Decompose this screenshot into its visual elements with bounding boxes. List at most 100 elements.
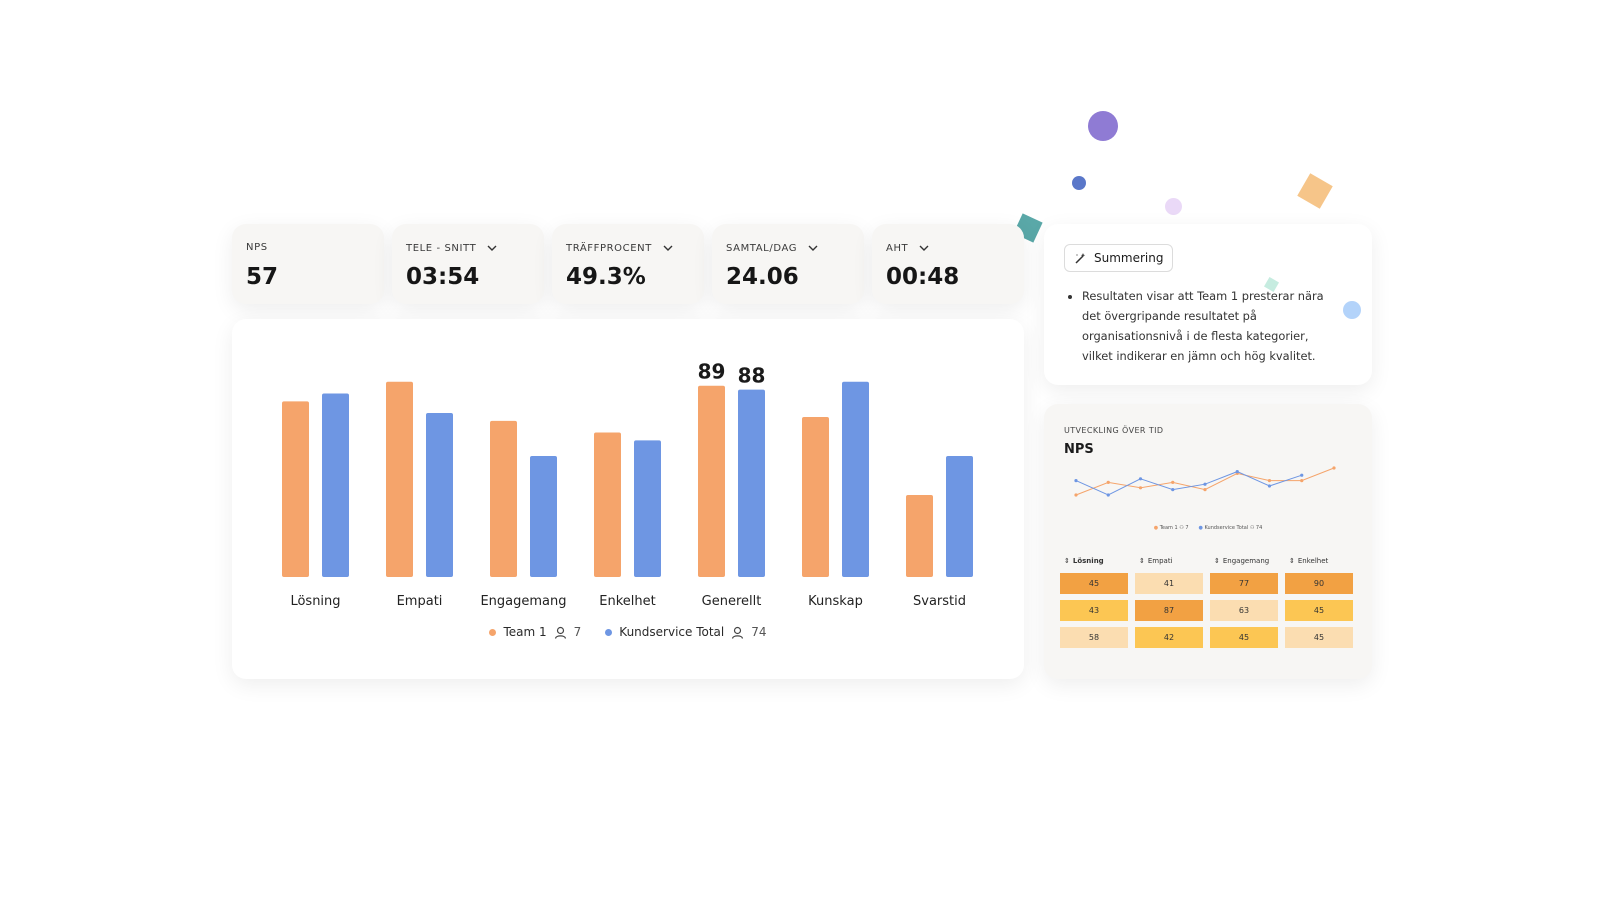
summary-text: Resultaten visar att Team 1 presterar nä… (1072, 286, 1340, 366)
sort-icon: ⇕ (1064, 557, 1070, 565)
trend-legend-total: ● Kundservice Total ⚇ 74 (1198, 525, 1263, 531)
bar-chart-card: Lösning Empati Engagemang Enkelhet 89 88 Gener… (232, 319, 1024, 679)
heatmap-header-enkelhet[interactable]: ⇕ Enkelhet (1289, 557, 1329, 565)
category-label: Lösning (290, 594, 340, 609)
kpi-tele-snitt-card[interactable]: TELE - SNITT 03:54 (392, 224, 544, 304)
magic-wand-icon (1075, 252, 1086, 264)
bar-team1 (906, 495, 933, 577)
bar-total (842, 381, 869, 577)
category-label: Generellt (702, 594, 762, 609)
trend-point (1235, 470, 1239, 474)
heatmap-header-losning[interactable]: ⇕ Lösning (1064, 557, 1104, 565)
trend-card: UTVECKLING ÖVER TID NPS ● Team 1 ⚇ 7 ● K… (1044, 404, 1372, 679)
trend-point (1203, 488, 1207, 492)
kpi-value: 49.3% (566, 264, 646, 290)
bar-total (530, 455, 557, 577)
legend-count: 7 (573, 625, 582, 639)
heatmap-cell: 77 (1210, 573, 1278, 594)
trend-point (1203, 482, 1207, 486)
kpi-dropdown[interactable]: SAMTAL/DAG (726, 242, 819, 254)
bar-team1 (386, 381, 413, 577)
sort-icon: ⇕ (1139, 557, 1145, 565)
sort-icon: ⇕ (1214, 557, 1220, 565)
heatmap-cell: 63 (1210, 600, 1278, 621)
trend-legend-team1: ● Team 1 ⚇ 7 (1153, 525, 1189, 531)
user-icon (732, 626, 744, 639)
kpi-nps-card: NPS 57 (232, 224, 384, 304)
legend-dot (489, 628, 497, 636)
decor-blue-dot (1072, 176, 1086, 190)
trend-point (1074, 479, 1078, 483)
user-icon (554, 626, 566, 639)
bar-total (738, 389, 765, 577)
kpi-traffprocent-card[interactable]: TRÄFFPROCENT 49.3% (552, 224, 704, 304)
summary-card: Summering Resultaten visar att Team 1 pr… (1044, 224, 1372, 385)
kpi-dropdown[interactable]: AHT (886, 242, 930, 254)
kpi-label: NPS (246, 242, 268, 253)
heatmap-cell: 41 (1135, 573, 1203, 594)
kpi-value: 57 (246, 264, 279, 290)
trend-point (1106, 493, 1110, 497)
bar-team1 (490, 420, 517, 577)
bar-total (322, 393, 349, 577)
heatmap-cell: 45 (1210, 627, 1278, 648)
chevron-down-icon (808, 245, 818, 251)
legend-item-team1[interactable]: Team 1 7 (489, 625, 581, 639)
heatmap-header-engagemang[interactable]: ⇕ Engagemang (1214, 557, 1270, 565)
bar-value-label: 88 (738, 364, 766, 388)
kpi-value: 24.06 (726, 264, 799, 290)
kpi-value: 00:48 (886, 264, 960, 290)
summary-bullet: Resultaten visar att Team 1 presterar nä… (1082, 286, 1340, 366)
bar-total (426, 413, 453, 577)
chart-legend: Team 1 7 Kundservice Total 74 (232, 625, 1024, 639)
legend-count: 74 (751, 625, 767, 639)
trend-point (1300, 473, 1304, 477)
trend-point (1138, 486, 1143, 490)
heatmap-cell: 45 (1060, 573, 1128, 594)
bar-total (634, 440, 661, 577)
bar-team1 (802, 416, 829, 577)
kpi-dropdown[interactable]: TRÄFFPROCENT (566, 242, 674, 254)
category-label: Kunskap (808, 594, 863, 609)
category-label: Empati (397, 594, 443, 609)
summary-button[interactable]: Summering (1064, 244, 1174, 272)
heatmap-cell: 58 (1060, 627, 1128, 648)
trend-point (1171, 488, 1175, 492)
heatmap-header-empati[interactable]: ⇕ Empati (1139, 557, 1173, 565)
decor-peach-square (1297, 173, 1333, 209)
kpi-dropdown[interactable]: TELE - SNITT (406, 242, 498, 254)
heatmap-cell: 45 (1285, 600, 1353, 621)
kpi-aht-card[interactable]: AHT 00:48 (872, 224, 1024, 304)
trend-point (1332, 466, 1336, 470)
category-label: Engagemang (480, 594, 566, 609)
summary-button-label: Summering (1094, 251, 1164, 265)
trend-subtitle: UTVECKLING ÖVER TID (1064, 426, 1164, 435)
trend-line-total (1075, 471, 1302, 496)
trend-point (1267, 479, 1272, 483)
trend-line-chart (1074, 466, 1336, 497)
trend-point (1171, 480, 1175, 484)
trend-point (1300, 479, 1304, 483)
heatmap-cell: 43 (1060, 600, 1128, 621)
decor-lightblue-dot (1343, 301, 1361, 319)
heatmap-cell: 87 (1135, 600, 1203, 621)
legend-item-total[interactable]: Kundservice Total 74 (605, 625, 767, 639)
legend-label: Kundservice Total (619, 625, 725, 639)
trend-legend: ● Team 1 ⚇ 7 ● Kundservice Total ⚇ 74 (1044, 525, 1372, 531)
kpi-samtal-dag-card[interactable]: SAMTAL/DAG 24.06 (712, 224, 864, 304)
category-label: Enkelhet (599, 594, 655, 609)
bar-team1 (282, 401, 309, 577)
heatmap-cell: 45 (1285, 627, 1353, 648)
decor-lilac-dot (1165, 198, 1182, 215)
chevron-down-icon (919, 245, 929, 251)
bar-total (946, 455, 973, 577)
legend-dot (605, 628, 613, 636)
chevron-down-icon (487, 245, 497, 251)
chevron-down-icon (663, 245, 673, 251)
category-label: Svarstid (913, 594, 966, 609)
heatmap-cell: 42 (1135, 627, 1203, 648)
trend-point (1267, 484, 1272, 488)
decor-purple-circle (1088, 111, 1118, 141)
bar-team1 (594, 432, 621, 577)
trend-title: NPS (1064, 442, 1094, 457)
